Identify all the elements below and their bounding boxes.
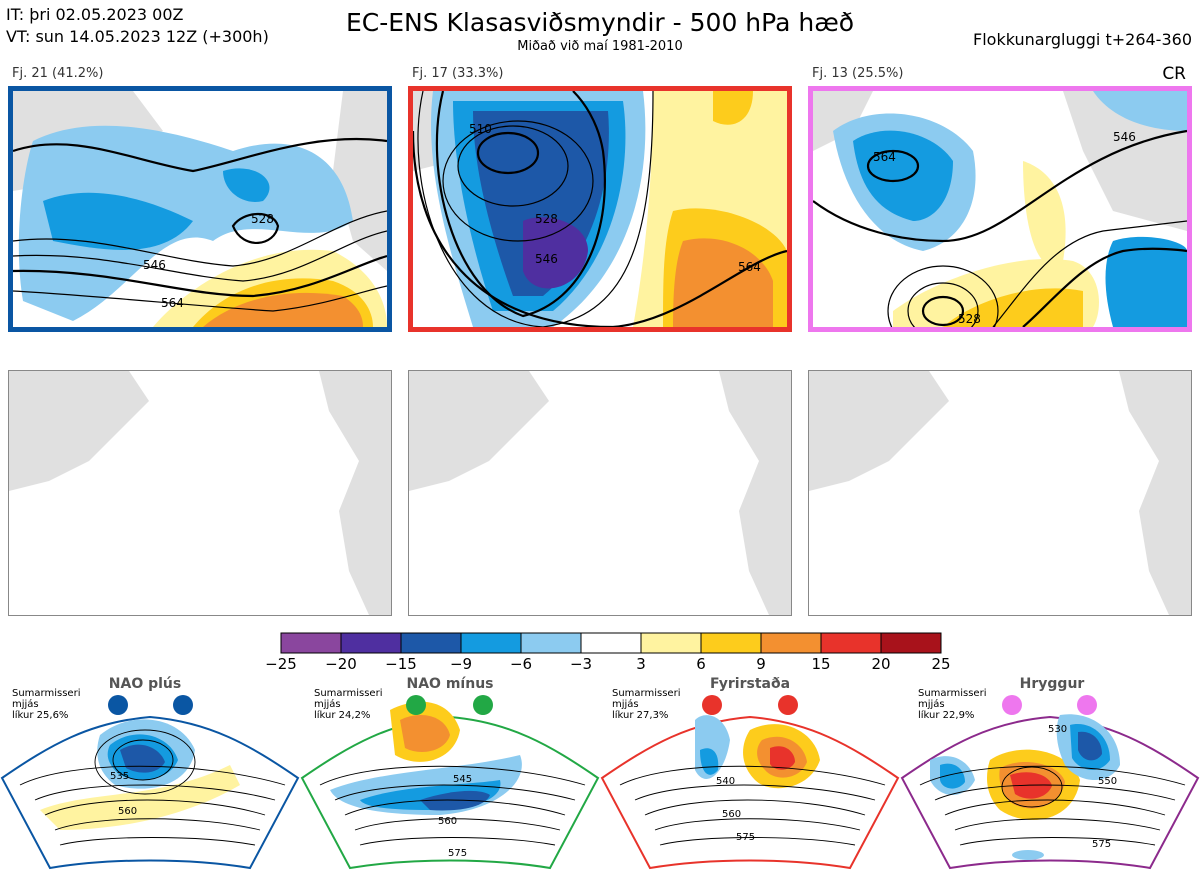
empty-map-3 xyxy=(808,370,1192,616)
regime-maps: 535 560 545 560 575 540 560 575 xyxy=(0,695,1200,870)
colorbar-tick-label: 9 xyxy=(756,655,766,673)
regime-2-name: NAO mínus xyxy=(406,676,494,692)
colorbar-tick-label: −3 xyxy=(569,655,593,673)
regime-1-contour-535: 535 xyxy=(110,771,129,782)
regime-3-name: Fyrirstaða xyxy=(709,676,791,692)
regime-4-contour-530: 530 xyxy=(1048,724,1067,735)
regime-2-info: Sumarmisseri mjjás líkur 24,2% xyxy=(314,688,383,721)
page-title: EC-ENS Klasasviðsmyndir - 500 hPa hæð xyxy=(345,8,855,37)
cluster-1-contour-564: 564 xyxy=(161,296,184,310)
colorbar-swatch xyxy=(580,632,642,654)
regime-3-contour-540: 540 xyxy=(716,776,735,787)
colorbar-swatch xyxy=(640,632,702,654)
cluster-2-contour-510: 510 xyxy=(469,122,492,136)
regime-4-info: Sumarmisseri mjjás líkur 22,9% xyxy=(918,688,987,721)
cluster-3-map: 564 546 528 xyxy=(808,86,1192,332)
colorbar-tick-label: −9 xyxy=(449,655,473,673)
colorbar-swatch xyxy=(460,632,522,654)
colorbar-tick-label: 15 xyxy=(811,655,831,673)
regime-1-info: Sumarmisseri mjjás líkur 25,6% xyxy=(12,688,81,721)
colorbar-tick-label: −15 xyxy=(385,655,417,673)
regime-4-contour-575: 575 xyxy=(1092,839,1111,850)
regime-1-map: 535 560 xyxy=(0,695,300,870)
regime-3-info: Sumarmisseri mjjás líkur 27,3% xyxy=(612,688,681,721)
colorbar-tick-label: −20 xyxy=(325,655,357,673)
cluster-1-contour-528: 528 xyxy=(251,212,274,226)
colorbar-swatch xyxy=(340,632,402,654)
regime-3-contour-575: 575 xyxy=(736,832,755,843)
colorbar-swatch xyxy=(280,632,342,654)
cluster-3-contour-528: 528 xyxy=(958,312,981,326)
regime-2-map: 545 560 575 xyxy=(300,695,600,870)
regime-3-contour-560: 560 xyxy=(722,809,741,820)
colorbar-tick-label: −25 xyxy=(265,655,297,673)
colorbar xyxy=(280,632,942,654)
cluster-2-contour-564: 564 xyxy=(738,260,761,274)
colorbar-tick-label: 20 xyxy=(871,655,891,673)
regime-4-contour-550: 550 xyxy=(1098,776,1117,787)
cluster-2-label: Fj. 17 (33.3%) xyxy=(412,66,504,81)
colorbar-swatch xyxy=(760,632,822,654)
cluster-2-map: 510 528 546 564 xyxy=(408,86,792,332)
cluster-1-label: Fj. 21 (41.2%) xyxy=(12,66,104,81)
valid-time: VT: sun 14.05.2023 12Z (+300h) xyxy=(6,27,269,46)
colorbar-tick-label: 6 xyxy=(696,655,706,673)
colorbar-swatch xyxy=(400,632,462,654)
regime-4-name: Hryggur xyxy=(1019,676,1085,692)
colorbar-tick-label: −6 xyxy=(509,655,533,673)
cluster-1-contour-546: 546 xyxy=(143,258,166,272)
colorbar-tick-label: 25 xyxy=(931,655,951,673)
classification-window: Flokkunargluggi t+264-360 xyxy=(973,30,1192,49)
cluster-2-contour-528: 528 xyxy=(535,212,558,226)
cluster-3-label: Fj. 13 (25.5%) xyxy=(812,66,904,81)
regime-3-map: 540 560 575 xyxy=(600,695,900,870)
regime-1-name: NAO plús xyxy=(108,676,182,692)
colorbar-swatch xyxy=(820,632,882,654)
regime-2-contour-560: 560 xyxy=(438,816,457,827)
colorbar-tick-label: 3 xyxy=(636,655,646,673)
cluster-3-contour-564: 564 xyxy=(873,150,896,164)
cluster-3-contour-546: 546 xyxy=(1113,130,1136,144)
regime-4-map: 530 550 575 xyxy=(900,695,1200,870)
header-times: IT: þri 02.05.2023 00Z VT: sun 14.05.202… xyxy=(6,4,269,48)
cluster-2-contour-546: 546 xyxy=(535,252,558,266)
regime-2-contour-545: 545 xyxy=(453,774,472,785)
cluster-1-map: 528 546 564 xyxy=(8,86,392,332)
regime-1-contour-560: 560 xyxy=(118,806,137,817)
empty-map-1 xyxy=(8,370,392,616)
colorbar-swatch xyxy=(700,632,762,654)
page-subtitle: Miðað við maí 1981-2010 xyxy=(517,39,683,54)
initial-time: IT: þri 02.05.2023 00Z xyxy=(6,5,184,24)
colorbar-swatch xyxy=(880,632,942,654)
empty-map-2 xyxy=(408,370,792,616)
regime-2-contour-575: 575 xyxy=(448,848,467,859)
cr-label: CR xyxy=(1162,64,1186,84)
colorbar-swatch xyxy=(520,632,582,654)
